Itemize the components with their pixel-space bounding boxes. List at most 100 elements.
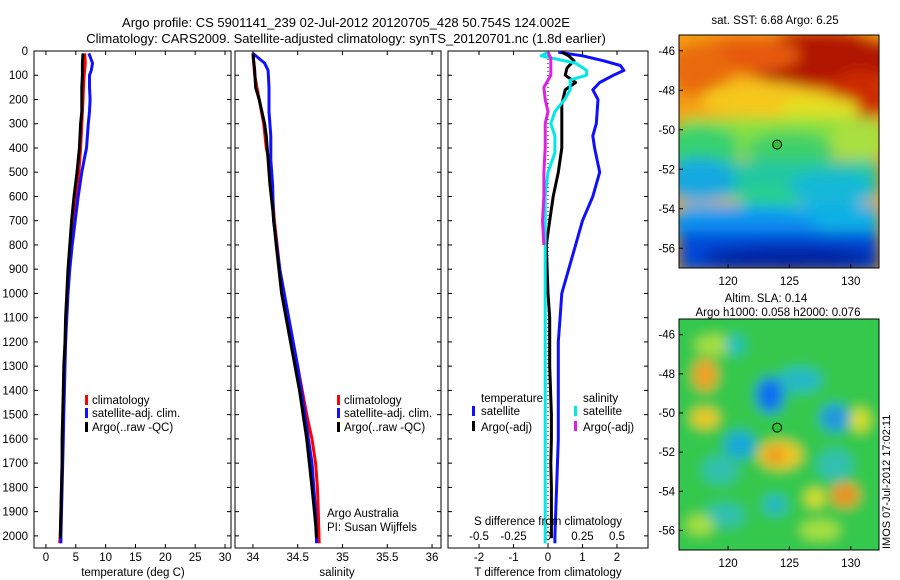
map-lon-tick-label: 125: [780, 276, 799, 288]
legend-label: climatology: [92, 395, 150, 407]
depth-tick-label: 400: [9, 143, 28, 155]
sst-map-image: [679, 35, 879, 268]
x-tick-label: 0: [43, 552, 49, 564]
x-tick-label: 35: [336, 552, 349, 564]
x-tick-label: 25: [189, 552, 202, 564]
sla-map-title: Altim. SLA: 0.14: [725, 293, 808, 305]
difference-xlabel: T difference from climatology: [474, 567, 621, 579]
temperature-xlabel: temperature (deg C): [81, 567, 185, 579]
depth-tick-label: 1500: [2, 410, 28, 422]
sst-map-frame: [678, 34, 880, 269]
depth-tick-label: 1300: [2, 361, 28, 373]
depth-tick-label: 300: [9, 119, 28, 131]
map-lat-tick-label: -54: [658, 486, 675, 498]
map-lat-tick-label: -54: [658, 204, 675, 216]
map-lat-tick-label: -50: [658, 408, 675, 420]
legend-label: Argo(..raw -QC): [92, 422, 173, 434]
legend-label: satellite-adj. clim.: [92, 408, 180, 420]
map-lon-tick-label: 120: [718, 558, 737, 570]
x-tick-label: 1: [579, 552, 585, 564]
depth-tick-label: 800: [9, 240, 28, 252]
salinity-satellite-line: [539, 50, 589, 544]
map-lat-tick-label: -46: [658, 46, 675, 58]
figure-title-line1: Argo profile: CS 5901141_239 02-Jul-2012…: [122, 15, 570, 30]
difference-legend: temperature satellite Argo(-adj) salinit…: [472, 393, 634, 434]
map-lon-tick-label: 120: [718, 276, 737, 288]
legend-swatch-black: [472, 421, 475, 431]
legend-label: satellite-adj. clim.: [344, 408, 432, 420]
salinity-argo-adj-line: [541, 51, 553, 246]
depth-tick-label: 1700: [2, 458, 28, 470]
map-lat-tick-label: -56: [658, 243, 675, 255]
x-tick-label: 20: [159, 552, 172, 564]
legend-swatch-red: [85, 395, 88, 405]
temperature-argo-adj-line: [544, 50, 578, 539]
x2-tick-label: 0.25: [571, 531, 593, 543]
depth-tick-label: 2000: [2, 531, 28, 543]
depth-tick-label: 700: [9, 216, 28, 228]
x-tick-label: 10: [99, 552, 112, 564]
legend-swatch-cyan: [574, 406, 577, 416]
x2-tick-label: 0.5: [609, 531, 625, 543]
legend-heading-temperature: temperature: [481, 393, 543, 405]
legend-label: Argo(-adj): [583, 422, 634, 434]
depth-tick-label: 0: [22, 46, 28, 58]
x-tick-label: 35.5: [376, 552, 398, 564]
depth-tick-label: 1600: [2, 434, 28, 446]
depth-tick-label: 900: [9, 264, 28, 276]
footer-stamp: IMOS 07-Jul-2012 17:02:11: [881, 415, 893, 549]
legend-swatch-blue: [472, 406, 475, 416]
sst-map-title: sat. SST: 6.68 Argo: 6.25: [711, 15, 838, 27]
x-tick-label: 0: [545, 552, 551, 564]
map-lat-tick-label: -56: [658, 525, 675, 537]
depth-tick-label: 100: [9, 70, 28, 82]
x-tick-label: -2: [474, 552, 484, 564]
temperature-legend: climatology satellite-adj. clim. Argo(..…: [85, 395, 180, 434]
depth-tick-label: 1800: [2, 482, 28, 494]
salinity-legend: climatology satellite-adj. clim. Argo(..…: [337, 395, 432, 434]
difference-x2label: S difference from climatology: [474, 516, 622, 528]
x-tick-label: -1: [508, 552, 518, 564]
map-lat-tick-label: -50: [658, 125, 675, 137]
pi-annotation: PI: Susan Wijffels: [327, 522, 417, 534]
legend-label: satellite: [583, 406, 622, 418]
legend-swatch-blue: [337, 408, 340, 418]
map-lat-tick-label: -48: [658, 85, 675, 97]
x-tick-label: 30: [219, 552, 232, 564]
x2-tick-label: -0.5: [469, 531, 489, 543]
x-tick-label: 36: [426, 552, 439, 564]
legend-heading-salinity: salinity: [583, 393, 618, 405]
map-lon-tick-label: 130: [841, 558, 860, 570]
legend-swatch-black: [85, 422, 88, 432]
legend-label: Argo(-adj): [481, 422, 532, 434]
argo-raw-qc-line: [251, 53, 318, 539]
sla-map-frame: [678, 318, 880, 551]
legend-label: satellite: [481, 406, 520, 418]
legend-swatch-blue: [85, 408, 88, 418]
depth-tick-label: 600: [9, 191, 28, 203]
legend-label: climatology: [344, 395, 402, 407]
depth-tick-label: 1400: [2, 385, 28, 397]
legend-swatch-black: [337, 422, 340, 432]
x-tick-label: 5: [73, 552, 79, 564]
argo-float-marker-top: [772, 139, 783, 150]
depth-tick-label: 200: [9, 94, 28, 106]
depth-tick-label: 1100: [3, 313, 28, 325]
depth-tick-label: 1900: [2, 507, 28, 519]
map-lat-tick-label: -46: [658, 330, 675, 342]
x-tick-label: 15: [129, 552, 142, 564]
map-lon-tick-label: 130: [841, 276, 860, 288]
temperature-satellite-line: [553, 50, 626, 544]
map-lon-tick-label: 125: [780, 558, 799, 570]
depth-tick-label: 1000: [2, 288, 28, 300]
x2-tick-label: -0.25: [500, 531, 526, 543]
salinity-panel-frame: [234, 50, 442, 549]
depth-tick-label: 1200: [2, 337, 28, 349]
map-lat-tick-label: -48: [658, 369, 675, 381]
x-tick-label: 34: [247, 552, 260, 564]
data-source-annotation: Argo Australia: [327, 508, 399, 520]
figure-title-line2: Climatology: CARS2009. Satellite-adjuste…: [86, 31, 606, 46]
legend-swatch-red: [337, 395, 340, 405]
sla-map-subtitle: Argo h1000: 0.058 h2000: 0.076: [696, 307, 861, 319]
